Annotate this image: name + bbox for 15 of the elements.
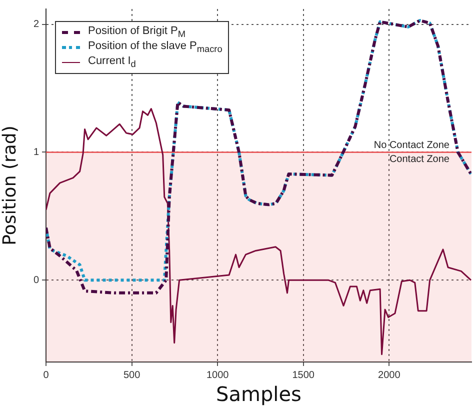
y-tick-label: 0 — [33, 274, 40, 286]
x-tick-label: 1500 — [292, 370, 315, 381]
legend-label: Position of Brigit P$_{M}$ — [88, 25, 186, 40]
legend-label: Current I$_{d}$ — [88, 55, 136, 70]
ref-line-label: No Contact Zone — [374, 140, 450, 151]
x-axis-title: Samples — [216, 382, 302, 406]
band-label: Contact Zone — [389, 154, 450, 165]
x-tick-label: 0 — [43, 370, 50, 381]
x-tick-label: 500 — [123, 370, 141, 381]
y-axis-title: Position (rad) — [0, 126, 20, 246]
x-tick-label: 2000 — [378, 370, 401, 381]
y-tick-label: 1 — [33, 146, 40, 158]
legend-label: Position of the slave P$_{macro}$ — [88, 40, 222, 55]
x-tick-label: 1000 — [206, 370, 230, 381]
y-tick-label: 2 — [33, 19, 40, 30]
